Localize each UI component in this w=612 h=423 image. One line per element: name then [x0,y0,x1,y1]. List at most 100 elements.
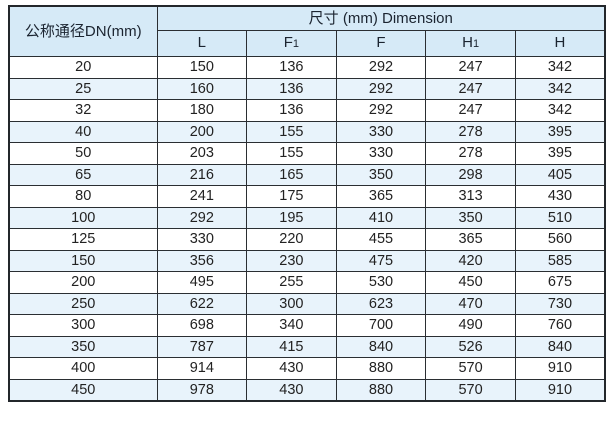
dimension-cell: 203 [156,142,248,165]
table-row: 40 200 155 330 278 395 [8,120,606,143]
dn-cell: 32 [8,99,158,122]
dn-cell: 300 [8,314,158,337]
table-row: 32 180 136 292 247 342 [8,99,606,122]
dn-cell: 100 [8,206,158,229]
dimension-cell: 342 [514,99,606,122]
dimension-cell: 526 [425,335,516,358]
dimension-cell: 700 [335,314,427,337]
dimension-cell: 200 [156,120,248,143]
dimension-cell: 880 [335,357,427,380]
dimension-cell: 730 [514,292,606,315]
column-header-f1: F1 [246,30,337,57]
dimension-cell: 330 [335,142,427,165]
dimension-cell: 430 [514,185,606,208]
dimension-cell: 495 [156,271,248,294]
table-row: 80 241 175 365 313 430 [8,185,606,208]
header-row-columns: L F1 F H1 H [9,30,606,57]
dimension-cell: 415 [246,335,337,358]
dimension-cell: 698 [156,314,248,337]
table-row: 50 203 155 330 278 395 [8,142,606,165]
dimension-cell: 165 [246,163,337,186]
dimension-cell: 342 [514,77,606,100]
dimension-cell: 622 [156,292,248,315]
dimension-cell: 155 [246,120,337,143]
header-row-group: 公称通径DN(mm) 尺寸 (mm) Dimension [8,5,606,57]
dn-cell: 450 [8,378,158,402]
dimension-cell: 195 [246,206,337,229]
dimension-cell: 405 [514,163,606,186]
table-row: 200 495 255 530 450 675 [8,271,606,294]
dimension-cell: 150 [156,56,248,79]
dimension-cell: 880 [335,378,427,402]
dn-cell: 65 [8,163,158,186]
dimension-cell: 247 [425,77,516,100]
dimension-cell: 430 [246,378,337,402]
dimension-cell: 585 [514,249,606,272]
dimension-cell: 450 [425,271,516,294]
dimension-cell: 914 [156,357,248,380]
column-header-subscript: 1 [472,38,480,50]
dimension-cell: 675 [514,271,606,294]
dimension-cell: 510 [514,206,606,229]
column-header-label: F [283,34,293,51]
dimension-cell: 395 [514,142,606,165]
column-header-subscript: 1 [292,38,300,50]
table-row: 300 698 340 700 490 760 [8,314,606,337]
dn-cell: 350 [8,335,158,358]
dn-cell: 250 [8,292,158,315]
dimension-table: 公称通径DN(mm) 尺寸 (mm) Dimension L F1 F H1 H… [8,5,607,402]
dn-cell: 125 [8,228,158,251]
table-row: 25 160 136 292 247 342 [8,77,606,100]
dimension-cell: 840 [335,335,427,358]
dimension-cell: 180 [156,99,248,122]
dimension-cell: 365 [335,185,427,208]
dimension-cell: 342 [514,56,606,79]
table-row: 100 292 195 410 350 510 [8,206,606,229]
table-row: 400 914 430 880 570 910 [8,357,606,380]
dimension-cell: 910 [514,357,606,380]
table-row: 150 356 230 475 420 585 [8,249,606,272]
dimension-cell: 155 [246,142,337,165]
table-header: 公称通径DN(mm) 尺寸 (mm) Dimension L F1 F H1 H [8,5,606,57]
dimension-cell: 623 [335,292,427,315]
column-header-h: H [514,30,606,57]
dn-cell: 400 [8,357,158,380]
dimension-cell: 220 [246,228,337,251]
dimension-cell: 160 [156,77,248,100]
dimension-cell: 300 [246,292,337,315]
dimension-cell: 247 [425,56,516,79]
column-header-dn: 公称通径DN(mm) [8,5,158,57]
dimension-cell: 292 [156,206,248,229]
table-row: 125 330 220 455 365 560 [8,228,606,251]
dn-cell: 40 [8,120,158,143]
dimension-cell: 490 [425,314,516,337]
dn-cell: 50 [8,142,158,165]
dimension-cell: 570 [425,378,516,402]
column-header-l: L [156,30,248,57]
dimension-cell: 292 [335,77,427,100]
table-row: 20 150 136 292 247 342 [8,56,606,79]
dimension-cell: 430 [246,357,337,380]
dimension-cell: 241 [156,185,248,208]
dimension-cell: 340 [246,314,337,337]
dn-cell: 150 [8,249,158,272]
dimension-cell: 560 [514,228,606,251]
dimension-cell: 136 [246,77,337,100]
dimension-cell: 278 [425,120,516,143]
column-header-label: H [554,34,566,51]
dimension-cell: 278 [425,142,516,165]
dimension-cell: 313 [425,185,516,208]
dimension-cell: 136 [246,56,337,79]
table-row: 350 787 415 840 526 840 [8,335,606,358]
dimension-cell: 247 [425,99,516,122]
dimension-cell: 475 [335,249,427,272]
column-header-f: F [335,30,427,57]
dimension-cell: 330 [156,228,248,251]
dn-cell: 25 [8,77,158,100]
dimension-cell: 255 [246,271,337,294]
dimension-cell: 365 [425,228,516,251]
dimension-cell: 410 [335,206,427,229]
dimension-cell: 292 [335,56,427,79]
column-group-header-dimension: 尺寸 (mm) Dimension [156,5,606,31]
